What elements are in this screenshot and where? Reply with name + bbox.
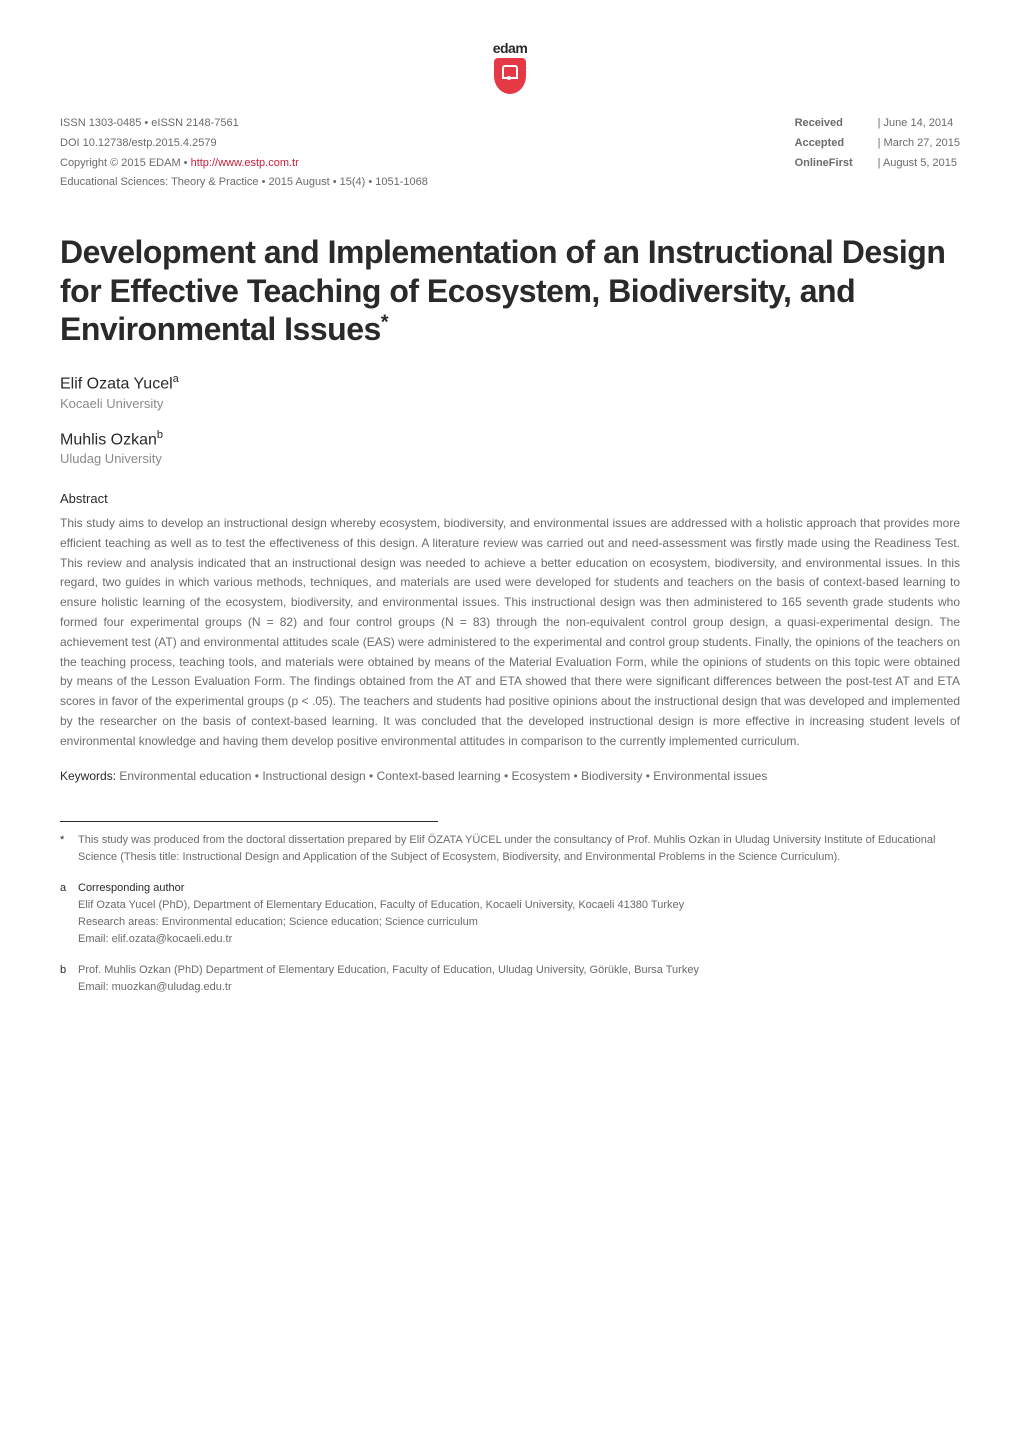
footnote-a-line1: Elif Ozata Yucel (PhD), Department of El… — [78, 897, 960, 914]
onlinefirst-value: | August 5, 2015 — [878, 157, 957, 169]
footnote-a: a Corresponding author Elif Ozata Yucel … — [60, 880, 960, 948]
author-2-affiliation: Uludag University — [60, 451, 960, 466]
footnote-a-line2: Research areas: Environmental education;… — [78, 914, 960, 931]
received-value: | June 14, 2014 — [878, 117, 954, 129]
abstract-text: This study aims to develop an instructio… — [60, 514, 960, 752]
copyright-link[interactable]: http://www.estp.com.tr — [191, 157, 299, 169]
publisher-logo: edam — [493, 40, 528, 94]
keywords-text: Environmental education • Instructional … — [116, 769, 767, 783]
onlinefirst-label: OnlineFirst — [795, 154, 875, 174]
footnote-b: b Prof. Muhlis Ozkan (PhD) Department of… — [60, 962, 960, 996]
author-block-2: Muhlis Ozkanb Uludag University — [60, 429, 960, 466]
author-name-1: Elif Ozata Yucela — [60, 373, 960, 393]
abstract-heading: Abstract — [60, 491, 960, 506]
author-2-sup: b — [157, 429, 163, 441]
logo-container: edam — [60, 40, 960, 94]
accepted-label: Accepted — [795, 134, 875, 154]
author-block-1: Elif Ozata Yucela Kocaeli University — [60, 373, 960, 410]
title-footnote-marker: * — [381, 311, 388, 333]
title-text: Development and Implementation of an Ins… — [60, 234, 945, 347]
logo-text: edam — [493, 40, 528, 56]
copyright-line: Copyright © 2015 EDAM • http://www.estp.… — [60, 154, 428, 174]
footnotes-container: * This study was produced from the docto… — [60, 832, 960, 996]
accepted-row: Accepted | March 27, 2015 — [795, 134, 960, 154]
footnote-a-marker: a — [60, 880, 78, 948]
journal-line: Educational Sciences: Theory & Practice … — [60, 173, 428, 193]
keywords-label: Keywords: — [60, 769, 116, 783]
header-right-column: Received | June 14, 2014 Accepted | Marc… — [795, 114, 960, 173]
logo-shield-icon — [494, 58, 526, 94]
onlinefirst-row: OnlineFirst | August 5, 2015 — [795, 154, 960, 174]
footnote-b-line2: Email: muozkan@uludag.edu.tr — [78, 979, 960, 996]
header-metadata: ISSN 1303-0485 • eISSN 2148-7561 DOI 10.… — [60, 114, 960, 193]
footnote-b-marker: b — [60, 962, 78, 996]
received-row: Received | June 14, 2014 — [795, 114, 960, 134]
footnotes-divider — [60, 821, 438, 832]
footnote-b-body: Prof. Muhlis Ozkan (PhD) Department of E… — [78, 962, 960, 996]
author-1-affiliation: Kocaeli University — [60, 396, 960, 411]
article-title: Development and Implementation of an Ins… — [60, 233, 960, 348]
author-2-name-text: Muhlis Ozkan — [60, 431, 157, 448]
footnote-a-body: Corresponding author Elif Ozata Yucel (P… — [78, 880, 960, 948]
footnote-star-body: This study was produced from the doctora… — [78, 832, 960, 866]
copyright-prefix: Copyright © 2015 EDAM • — [60, 157, 191, 169]
author-1-sup: a — [173, 373, 179, 385]
author-name-2: Muhlis Ozkanb — [60, 429, 960, 449]
keywords-block: Keywords: Environmental education • Inst… — [60, 767, 960, 786]
accepted-value: | March 27, 2015 — [878, 137, 960, 149]
footnote-a-heading: Corresponding author — [78, 880, 960, 897]
author-1-name-text: Elif Ozata Yucel — [60, 376, 173, 393]
footnote-star: * This study was produced from the docto… — [60, 832, 960, 866]
footnote-b-line1: Prof. Muhlis Ozkan (PhD) Department of E… — [78, 962, 960, 979]
issn-line: ISSN 1303-0485 • eISSN 2148-7561 — [60, 114, 428, 134]
footnote-a-line3: Email: elif.ozata@kocaeli.edu.tr — [78, 931, 960, 948]
received-label: Received — [795, 114, 875, 134]
doi-line: DOI 10.12738/estp.2015.4.2579 — [60, 134, 428, 154]
header-left-column: ISSN 1303-0485 • eISSN 2148-7561 DOI 10.… — [60, 114, 428, 193]
footnote-star-marker: * — [60, 832, 78, 866]
